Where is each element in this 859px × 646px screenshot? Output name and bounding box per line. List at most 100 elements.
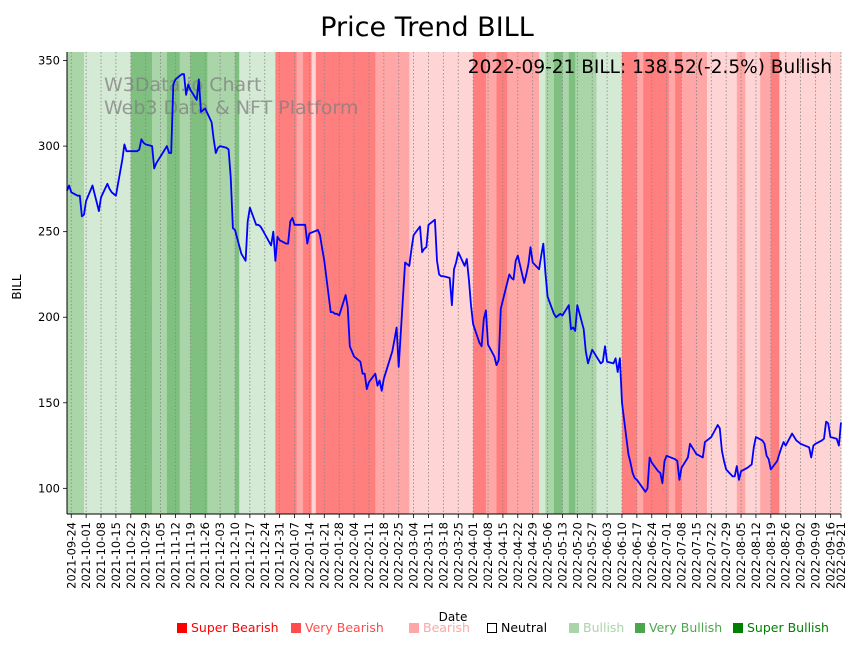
legend-item-very-bearish: Very Bearish: [291, 620, 384, 635]
x-tick-label: 2022-02-25: [392, 522, 406, 589]
x-tick-label: 2022-06-17: [630, 522, 644, 589]
sentiment-band-bearish: [668, 52, 676, 514]
x-tick-label: 2022-01-14: [302, 522, 316, 589]
x-tick-label: 2021-10-15: [109, 522, 123, 589]
x-tick-label: 2022-08-05: [734, 522, 748, 589]
x-tick-label: 2021-10-22: [124, 522, 138, 589]
legend-swatch-icon: [291, 623, 301, 633]
x-tick-label: 2022-07-08: [675, 522, 689, 589]
sentiment-band-mid_bearish: [473, 52, 487, 514]
y-tick-label: 300: [38, 139, 60, 153]
x-tick-label: 2022-09-16: [823, 522, 837, 589]
legend-item-bullish: Bullish: [569, 620, 624, 635]
x-tick-label: 2022-06-24: [645, 522, 659, 589]
x-tick-label: 2022-06-03: [600, 522, 614, 589]
x-tick-label: 2022-09-21: [834, 522, 848, 589]
y-axis-ticks: 100 150 200 250 300 350: [38, 54, 67, 495]
x-tick-label: 2022-09-09: [808, 522, 822, 589]
sentiment-band-bearish: [296, 52, 304, 514]
legend-item-neutral: Neutral: [487, 620, 547, 635]
legend-swatch-icon: [569, 623, 579, 633]
x-tick-label: 2022-05-06: [541, 522, 555, 589]
legend-label: Super Bullish: [747, 620, 829, 635]
x-tick-label: 2022-07-29: [719, 522, 733, 589]
latest-price-annotation: 2022-09-21 BILL: 138.52(-2.5%) Bullish: [468, 57, 832, 78]
legend-swatch-icon: [409, 623, 419, 633]
x-tick-label: 2021-10-29: [139, 522, 153, 589]
legend-item-super-bullish: Super Bullish: [733, 620, 829, 635]
x-tick-label: 2022-02-18: [377, 522, 391, 589]
sentiment-band-mid_bullish: [166, 52, 180, 514]
sentiment-band-light_bearish: [707, 52, 723, 514]
x-tick-label: 2022-03-18: [436, 522, 450, 589]
price-line-series: [66, 73, 842, 493]
x-tick-label: 2021-11-19: [183, 522, 197, 589]
x-tick-label: 2021-12-24: [258, 522, 272, 589]
sentiment-band-light_bullish: [84, 52, 132, 514]
x-tick-label: 2021-10-01: [79, 522, 93, 589]
x-tick-label: 2022-08-19: [764, 522, 778, 589]
x-tick-label: 2022-09-02: [794, 522, 808, 589]
x-tick-label: 2022-08-12: [749, 522, 763, 589]
x-tick-label: 2022-05-13: [555, 522, 569, 589]
sentiment-bands: [67, 52, 842, 514]
sentiment-legend: Super Bearish Very Bearish Bearish Neutral B…: [0, 620, 859, 640]
legend-swatch-icon: [177, 623, 187, 633]
sentiment-band-light_bearish: [779, 52, 789, 514]
y-tick-label: 250: [38, 225, 60, 239]
x-tick-label: 2022-04-15: [496, 522, 510, 589]
legend-label: Neutral: [501, 620, 548, 635]
legend-item-very-bullish: Very Bullish: [635, 620, 722, 635]
legend-item-super-bearish: Super Bearish: [177, 620, 279, 635]
x-tick-label: 2022-04-08: [481, 522, 495, 589]
sentiment-band-mid_bearish: [496, 52, 508, 514]
legend-label: Very Bearish: [305, 620, 384, 635]
sentiment-band-bearish: [636, 52, 644, 514]
x-tick-label: 2021-12-10: [228, 522, 242, 589]
x-tick-label: 2022-06-10: [615, 522, 629, 589]
sentiment-band-light_bullish: [239, 52, 276, 514]
sentiment-band-light_bearish: [806, 52, 816, 514]
legend-label: Very Bullish: [649, 620, 723, 635]
y-tick-label: 100: [38, 481, 60, 495]
x-tick-label: 2022-01-28: [332, 522, 346, 589]
legend-swatch-icon: [635, 623, 645, 633]
axes: [66, 52, 841, 515]
sentiment-band-mid_bullish: [553, 52, 563, 514]
y-tick-label: 200: [38, 310, 60, 324]
sentiment-band-mid_bearish: [770, 52, 780, 514]
x-tick-label: 2022-04-29: [526, 522, 540, 589]
x-tick-label: 2021-12-03: [213, 522, 227, 589]
watermark-line-1: W3Data.io Chart: [104, 74, 261, 96]
x-tick-label: 2021-11-12: [168, 522, 182, 589]
sentiment-band-light_bearish: [815, 52, 842, 514]
sentiment-band-bearish: [507, 52, 540, 514]
legend-swatch-icon: [733, 623, 743, 633]
sentiment-band-mid_bearish: [675, 52, 682, 514]
sentiment-band-bearish: [681, 52, 691, 514]
x-tick-label: 2022-01-07: [288, 522, 302, 589]
sentiment-band-bullish: [217, 52, 236, 514]
sentiment-band-mid_bullish: [190, 52, 208, 514]
sentiment-band-light_bearish: [311, 52, 317, 514]
x-tick-label: 2022-02-11: [362, 522, 376, 589]
x-tick-label: 2022-08-26: [779, 522, 793, 589]
x-tick-label: 2022-04-01: [466, 522, 480, 589]
sentiment-band-bullish: [67, 52, 85, 514]
sentiment-band-bullish: [207, 52, 219, 514]
sentiment-band-mid_bearish: [315, 52, 346, 514]
sentiment-band-bearish: [690, 52, 708, 514]
watermark-line-2: Web3 Data & NFT Platform: [104, 97, 358, 119]
x-tick-label: 2022-03-04: [407, 522, 421, 589]
x-tick-label: 2021-10-08: [94, 522, 108, 589]
legend-label: Bullish: [583, 620, 625, 635]
x-tick-label: 2021-12-17: [243, 522, 257, 589]
sentiment-band-mid_bearish: [275, 52, 297, 514]
x-tick-label: 2022-04-22: [511, 522, 525, 589]
x-axis-ticks: 2021-09-24 2021-10-01 2021-10-08 2021-10-15…: [64, 514, 848, 589]
sentiment-band-mid_bearish: [643, 52, 657, 514]
sentiment-band-light_bullish: [596, 52, 623, 514]
sentiment-band-bullish: [152, 52, 168, 514]
sentiment-band-bullish: [545, 52, 555, 514]
